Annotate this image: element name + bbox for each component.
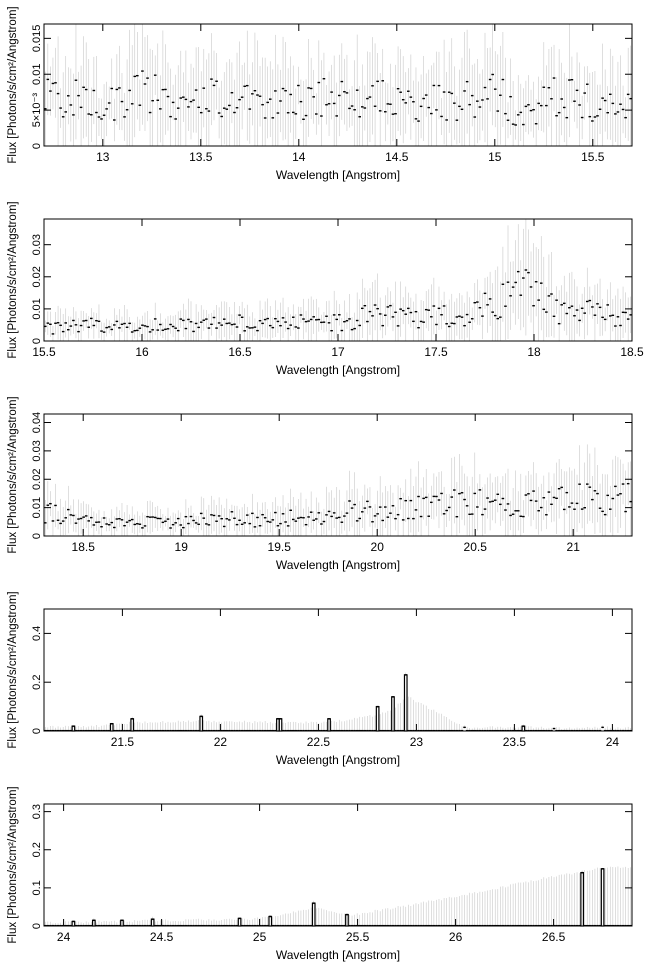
x-axis-title: Wavelength [Angstrom] bbox=[276, 363, 400, 377]
error-bars bbox=[44, 444, 632, 536]
x-tick-label: 16 bbox=[135, 345, 149, 359]
y-tick-label: 0 bbox=[31, 338, 43, 344]
x-tick-label: 15.5 bbox=[581, 150, 605, 164]
plot-frame bbox=[43, 803, 633, 927]
y-tick-label: 0.3 bbox=[31, 804, 43, 819]
flux-steps bbox=[44, 269, 632, 335]
y-tick-label: 0.01 bbox=[31, 497, 43, 518]
x-tick-label: 19.5 bbox=[268, 540, 292, 554]
x-tick-label: 19 bbox=[175, 540, 189, 554]
y-tick-label: 0.03 bbox=[31, 234, 43, 255]
x-tick-label: 21.5 bbox=[111, 735, 135, 749]
y-tick-label: 0 bbox=[31, 728, 43, 734]
y-tick-label: 0 bbox=[31, 533, 43, 539]
x-tick-label: 25 bbox=[253, 930, 267, 944]
panel-3: 18.5 19 19.5 20 20.5 21 0 0.01 0.02 0.03 0.04 Wavel… bbox=[7, 396, 633, 572]
x-tick-label: 17.5 bbox=[424, 345, 448, 359]
x-tick-label: 18.5 bbox=[620, 345, 644, 359]
x-tick-label: 15 bbox=[488, 150, 502, 164]
x-tick-label: 18.5 bbox=[72, 540, 96, 554]
x-tick-label: 15.5 bbox=[32, 345, 56, 359]
panel-5: 24 24.5 25 25.5 26 26.5 0 0.1 0.2 0.3 Wavelength [… bbox=[7, 786, 633, 962]
y-axis-title: Flux [Photons/s/cm²/Angstrom] bbox=[7, 6, 19, 163]
x-axis-title: Wavelength [Angstrom] bbox=[276, 948, 400, 962]
x-tick-label: 24 bbox=[57, 930, 71, 944]
x-tick-label: 13.5 bbox=[189, 150, 213, 164]
flux-steps bbox=[44, 674, 632, 732]
x-tick-label: 14.5 bbox=[385, 150, 409, 164]
error-bars bbox=[44, 219, 632, 341]
panel-2: 15.5 16 16.5 17 17.5 18 18.5 0 0.01 0.02 0.03 Wavel… bbox=[7, 201, 644, 377]
x-tick-label: 26 bbox=[449, 930, 463, 944]
x-tick-label: 26.5 bbox=[542, 930, 566, 944]
x-tick-label: 25.5 bbox=[346, 930, 370, 944]
x-axis-title: Wavelength [Angstrom] bbox=[276, 168, 400, 182]
panel-4: 21.5 22 22.5 23 23.5 24 0 0.2 0.4 Wavelength [Ang… bbox=[7, 591, 633, 767]
plot-frame bbox=[43, 608, 633, 732]
x-tick-label: 22.5 bbox=[307, 735, 331, 749]
x-tick-label: 23.5 bbox=[503, 735, 527, 749]
y-tick-label: 0.2 bbox=[31, 842, 43, 857]
y-tick-label: 0.02 bbox=[31, 266, 43, 287]
x-tick-label: 20.5 bbox=[464, 540, 488, 554]
x-tick-label: 16.5 bbox=[228, 345, 252, 359]
x-tick-label: 17 bbox=[331, 345, 345, 359]
x-tick-label: 18 bbox=[527, 345, 541, 359]
x-tick-label: 21 bbox=[567, 540, 581, 554]
x-tick-label: 13 bbox=[96, 150, 110, 164]
flux-steps bbox=[44, 482, 632, 529]
error-bars bbox=[44, 24, 632, 146]
x-axis-title: Wavelength [Angstrom] bbox=[276, 753, 400, 767]
flux-steps bbox=[44, 70, 632, 126]
y-tick-label: 0.1 bbox=[31, 880, 43, 895]
y-tick-label: 5×10⁻³ bbox=[31, 93, 43, 128]
panel-1: 13 13.5 14 14.5 15 15.5 0 5×10⁻³ 0.01 0.015 Wavele… bbox=[7, 6, 633, 182]
y-tick-label: 0.03 bbox=[31, 440, 43, 461]
y-tick-label: 0.01 bbox=[31, 298, 43, 319]
x-tick-label: 23 bbox=[410, 735, 424, 749]
y-axis-title: Flux [Photons/s/cm²/Angstrom] bbox=[7, 201, 19, 358]
y-tick-label: 0 bbox=[31, 923, 43, 929]
x-tick-label: 14 bbox=[292, 150, 306, 164]
y-tick-label: 0.4 bbox=[31, 626, 43, 641]
y-axis-title: Flux [Photons/s/cm²/Angstrom] bbox=[7, 786, 19, 943]
plot-frame bbox=[43, 413, 633, 537]
y-axis-title: Flux [Photons/s/cm²/Angstrom] bbox=[7, 396, 19, 553]
y-tick-label: 0.01 bbox=[31, 64, 43, 85]
x-axis-title: Wavelength [Angstrom] bbox=[276, 558, 400, 572]
error-bars bbox=[44, 866, 632, 926]
x-tick-label: 22 bbox=[214, 735, 228, 749]
x-tick-label: 24.5 bbox=[150, 930, 174, 944]
plot-frame bbox=[43, 23, 633, 147]
x-tick-label: 24 bbox=[606, 735, 620, 749]
y-tick-label: 0.04 bbox=[31, 412, 43, 433]
y-axis-title: Flux [Photons/s/cm²/Angstrom] bbox=[7, 591, 19, 748]
y-tick-label: 0.2 bbox=[31, 675, 43, 690]
y-tick-label: 0.02 bbox=[31, 469, 43, 490]
y-tick-label: 0.015 bbox=[31, 25, 43, 53]
y-tick-label: 0 bbox=[31, 143, 43, 149]
x-tick-label: 20 bbox=[371, 540, 385, 554]
